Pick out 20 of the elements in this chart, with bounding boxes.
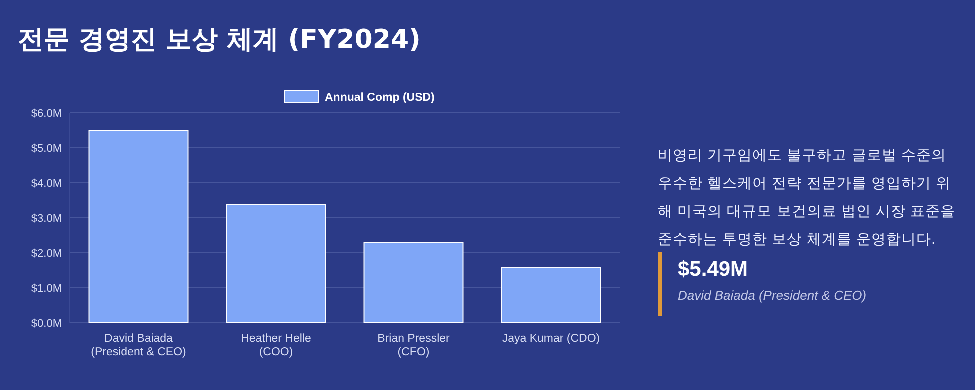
bar	[364, 242, 464, 324]
y-tick-label: $6.0M	[31, 108, 62, 120]
y-tick-label: $2.0M	[31, 248, 62, 260]
y-tick-label: $4.0M	[31, 178, 62, 190]
bar	[88, 130, 189, 324]
bar	[501, 267, 602, 324]
y-tick-label: $3.0M	[31, 213, 62, 225]
bar	[226, 204, 326, 324]
x-tick-label: David Baiada (President & CEO)	[91, 333, 187, 358]
x-tick-label: Brian Pressler (CFO)	[378, 333, 450, 358]
x-tick-label: Jaya Kumar (CDO)	[502, 333, 600, 345]
chart-title: 전문 경영진 보상 체계 (FY2024)	[18, 24, 421, 57]
x-tick-label: Heather Helle (COO)	[241, 333, 312, 358]
text: $5.49M	[678, 258, 750, 282]
legend-label: Annual Comp (USD)	[325, 92, 436, 104]
text: David Baiada (President & CEO)	[678, 288, 867, 303]
text: 비영리 기구임에도 불구하고 글로벌 수준의 우수한 헬스케어 전략 전문가를 영입하기 위해 미국의 대규모 보건의료 법인 시장 표준을 준수하는 투명한 보상 체계를 운영합니다.	[658, 147, 957, 250]
y-tick-label: $0.0M	[31, 318, 62, 330]
y-tick-label: $5.0M	[31, 143, 62, 155]
y-tick-label: $1.0M	[31, 283, 62, 295]
